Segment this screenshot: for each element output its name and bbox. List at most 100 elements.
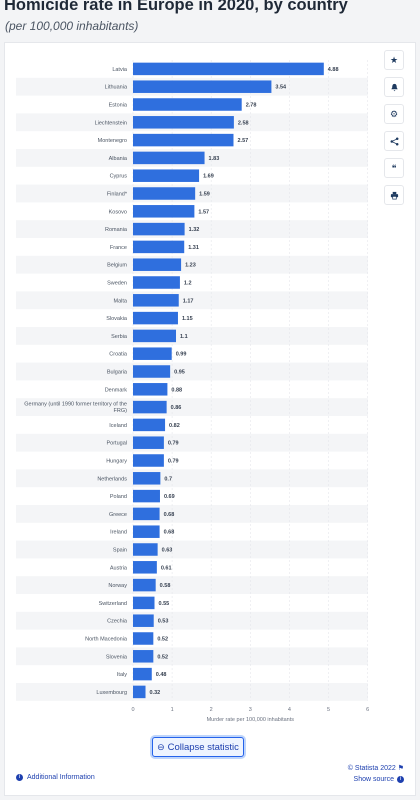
additional-info-label: Additional Information	[27, 774, 95, 781]
value-label: 0.86	[171, 405, 182, 411]
bar	[133, 276, 180, 289]
row-band	[16, 291, 368, 310]
category-label: Estonia	[109, 103, 128, 109]
value-label: 0.63	[162, 548, 173, 554]
category-label: Italy	[117, 672, 127, 678]
value-label: 1.59	[199, 192, 210, 198]
category-label: Finland*	[107, 192, 128, 198]
additional-information-link[interactable]: i Additional Information	[16, 774, 95, 781]
value-label: 2.78	[246, 103, 257, 109]
bar	[133, 454, 164, 467]
value-label: 4.88	[328, 67, 339, 73]
x-tick-label: 6	[366, 707, 369, 713]
bar	[133, 258, 182, 271]
gear-icon[interactable]: ⚙	[384, 104, 404, 124]
bar	[133, 632, 154, 645]
value-label: 3.54	[275, 85, 287, 91]
bar	[133, 400, 167, 414]
bar	[133, 436, 164, 449]
bar	[133, 98, 242, 111]
x-tick-label: 5	[327, 707, 330, 713]
bar	[133, 329, 177, 343]
statista-credit[interactable]: © Statista 2022 ⚑	[348, 764, 404, 772]
value-label: 0.48	[156, 672, 167, 678]
value-label: 1.31	[188, 245, 199, 251]
bell-icon[interactable]	[384, 77, 404, 97]
value-label: 0.52	[157, 654, 168, 660]
category-label: Germany (until 1990 former territory of …	[24, 402, 127, 408]
credit-text: © Statista 2022	[347, 765, 396, 772]
bar	[133, 525, 160, 538]
category-label: Greece	[109, 512, 127, 518]
bar	[133, 222, 185, 236]
bar	[133, 418, 166, 432]
bar	[133, 365, 171, 378]
row-band	[16, 398, 368, 416]
show-source-link[interactable]: Show source i	[354, 776, 404, 783]
print-icon[interactable]	[384, 185, 404, 205]
category-label: Cyprus	[110, 174, 128, 180]
value-label: 2.58	[238, 120, 249, 126]
star-icon[interactable]: ★	[384, 50, 404, 70]
x-tick-label: 3	[249, 707, 252, 713]
category-label: Denmark	[105, 387, 128, 393]
flag-icon: ⚑	[397, 765, 404, 772]
row-band	[16, 327, 368, 345]
collapse-icon: ⊖	[157, 741, 165, 752]
bar	[133, 80, 272, 93]
value-label: 0.69	[164, 494, 175, 500]
category-label: Montenegro	[98, 138, 127, 144]
value-label: 0.68	[164, 512, 175, 518]
chart-subtitle: (per 100,000 inhabitants)	[5, 19, 139, 33]
bar	[133, 151, 205, 165]
row-band	[16, 611, 368, 630]
value-label: 0.32	[150, 690, 161, 696]
row-band	[16, 683, 368, 701]
share-icon[interactable]	[384, 131, 404, 151]
bar	[133, 507, 160, 521]
category-label: Slovenia	[106, 654, 128, 660]
chart-title: Homicide rate in Europe in 2020, by coun…	[4, 0, 348, 14]
bar	[133, 489, 160, 503]
value-label: 0.79	[168, 459, 179, 465]
value-label: 0.53	[158, 619, 169, 625]
category-label: Serbia	[111, 334, 128, 340]
x-tick-label: 0	[131, 707, 134, 713]
bar	[133, 187, 196, 200]
category-label: Albania	[109, 156, 128, 162]
value-label: 1.23	[185, 263, 196, 269]
bar	[133, 311, 178, 325]
row-band	[16, 576, 368, 594]
row-band	[16, 540, 368, 559]
category-label: Bulgaria	[107, 370, 128, 376]
value-label: 1.15	[182, 316, 193, 322]
category-label: FRG)	[114, 408, 128, 414]
bar	[133, 205, 195, 218]
value-label: 1.83	[209, 156, 220, 162]
x-tick-label: 2	[210, 707, 213, 713]
category-label: Austria	[110, 565, 128, 571]
value-label: 0.79	[168, 441, 179, 447]
bar	[133, 614, 154, 627]
quote-icon[interactable]: ❝	[384, 158, 404, 178]
category-label: Malta	[114, 298, 128, 304]
category-label: Kosovo	[109, 209, 127, 215]
bar	[133, 169, 200, 182]
collapse-statistic-button[interactable]: ⊖ Collapse statistic	[152, 737, 244, 757]
x-tick-label: 4	[288, 707, 291, 713]
value-label: 1.1	[180, 334, 188, 340]
bar	[133, 561, 157, 574]
category-label: Slovakia	[106, 316, 128, 322]
bar	[133, 347, 172, 360]
info-icon: i	[397, 776, 404, 783]
category-label: Hungary	[106, 459, 127, 465]
category-label: Belgium	[107, 263, 127, 269]
bar	[133, 543, 158, 556]
category-label: Portugal	[107, 441, 128, 447]
bar	[133, 62, 324, 76]
row-band	[16, 362, 368, 381]
value-label: 0.61	[161, 565, 172, 571]
category-label: Liechtenstein	[95, 120, 127, 126]
value-label: 1.17	[183, 298, 194, 304]
